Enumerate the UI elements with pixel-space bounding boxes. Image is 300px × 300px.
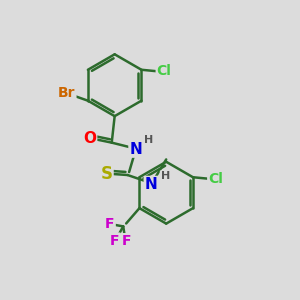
Text: Cl: Cl (208, 172, 223, 186)
Text: Br: Br (58, 86, 75, 100)
Text: F: F (105, 217, 115, 231)
Text: N: N (145, 177, 158, 192)
Text: H: H (144, 135, 153, 145)
Text: N: N (130, 142, 142, 157)
Text: S: S (100, 165, 112, 183)
Text: H: H (161, 171, 170, 181)
Text: F: F (110, 233, 120, 248)
Text: F: F (122, 234, 131, 248)
Text: O: O (83, 131, 96, 146)
Text: Cl: Cl (157, 64, 172, 78)
